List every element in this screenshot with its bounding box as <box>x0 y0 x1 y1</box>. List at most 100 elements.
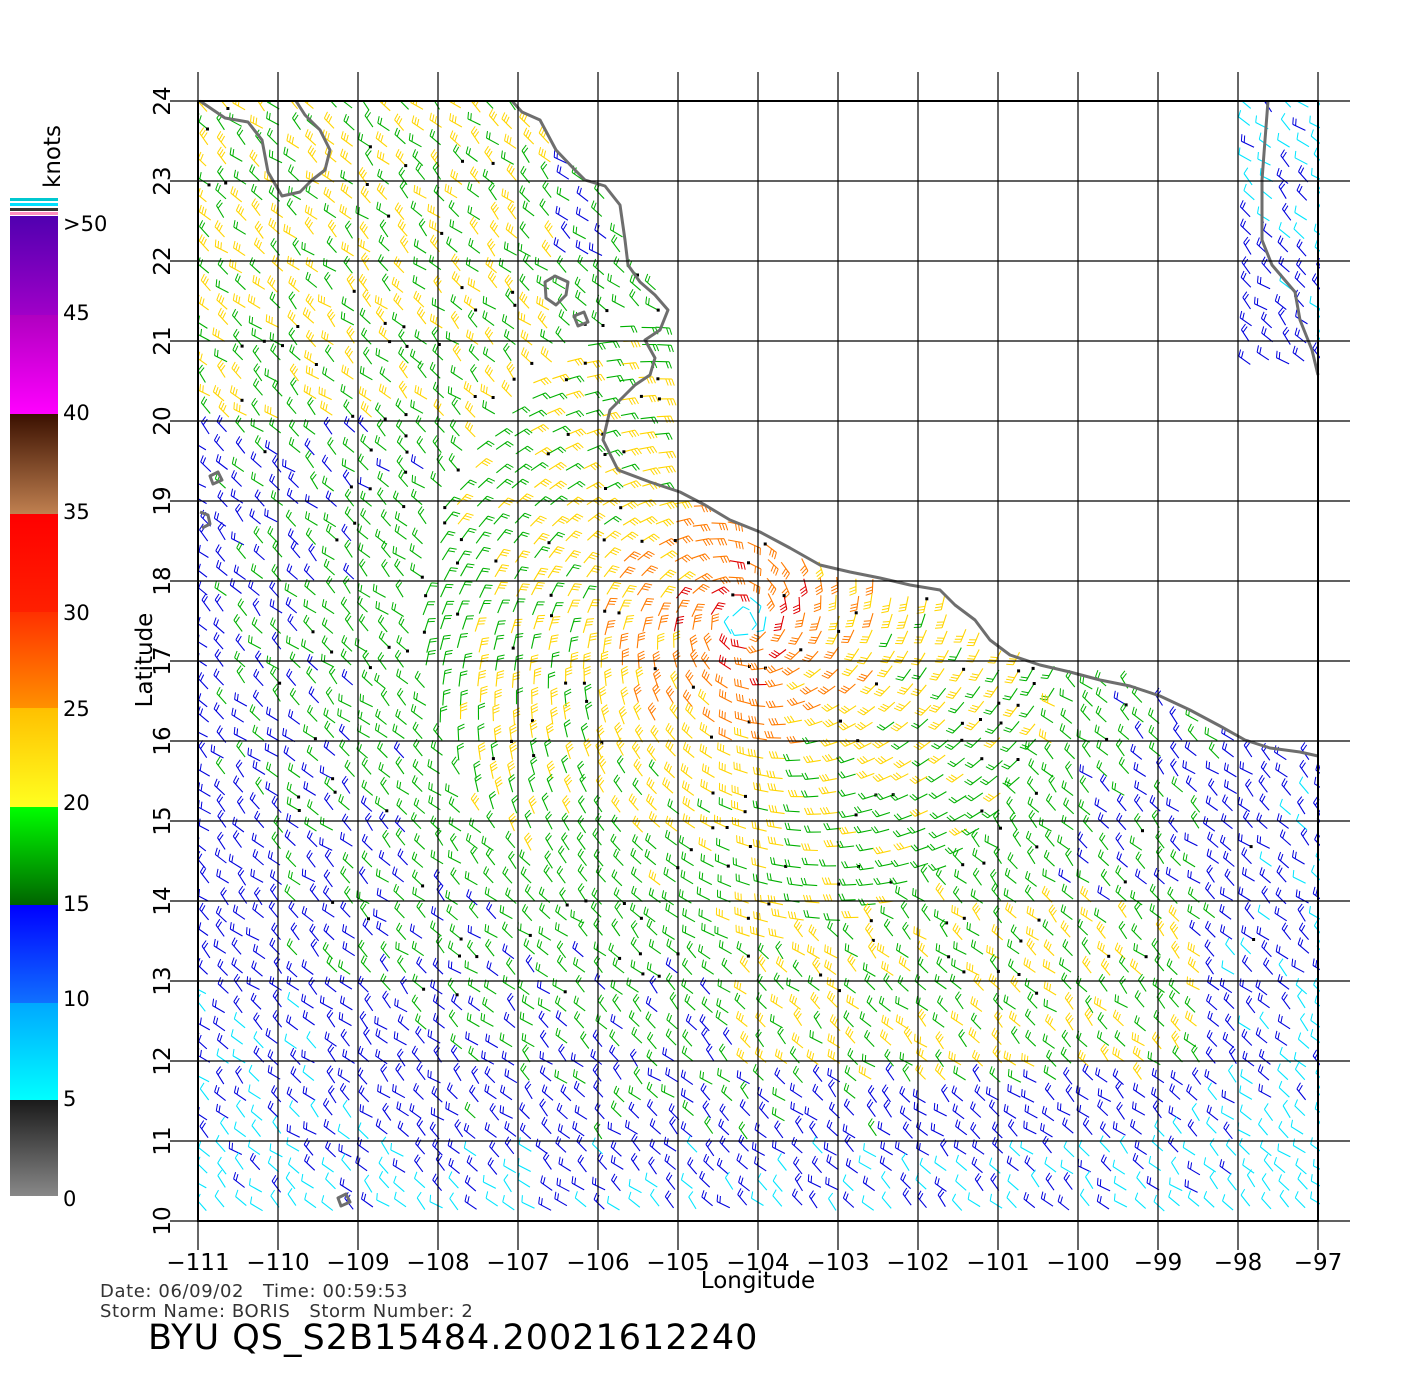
wind-barb-feather <box>579 390 585 397</box>
wind-barb-staff <box>249 170 260 182</box>
rain-flag-marker <box>333 790 337 794</box>
wind-barb-feather <box>520 312 523 320</box>
wind-barb-feather <box>236 171 239 179</box>
wind-barb-staff <box>198 483 207 488</box>
wind-barb-feather <box>700 524 705 532</box>
wind-barb-feather <box>309 546 315 553</box>
wind-barb-feather <box>450 294 454 302</box>
wind-barb-feather <box>341 725 345 733</box>
wind-barb-staff <box>1118 762 1130 774</box>
wind-barb-feather <box>1061 780 1065 788</box>
wind-barb-feather <box>306 386 309 394</box>
wind-barb-staff <box>1311 279 1320 290</box>
wind-barb-feather <box>824 773 830 781</box>
wind-barb-staff <box>478 515 489 528</box>
wind-barb-feather <box>655 344 660 352</box>
wind-barb-feather <box>238 742 243 749</box>
wind-barb-staff <box>326 530 338 541</box>
wind-barb-staff <box>271 637 282 650</box>
wind-barb-feather <box>470 278 473 287</box>
wind-barb-feather <box>735 523 738 531</box>
wind-barb-feather <box>271 293 276 301</box>
wind-barb-feather <box>893 743 900 749</box>
wind-barb-feather <box>748 698 752 706</box>
wind-barb-staff <box>901 668 912 681</box>
wind-barb-staff <box>302 313 315 324</box>
wind-barb-feather <box>685 743 689 751</box>
wind-barb-feather <box>392 723 395 731</box>
wind-barb-feather <box>449 94 450 101</box>
wind-barb-staff <box>410 355 422 365</box>
wind-barb-feather <box>895 723 902 728</box>
wind-barb-feather <box>864 686 872 690</box>
wind-barb-feather <box>657 635 665 640</box>
wind-barb-staff <box>658 450 673 454</box>
wind-barb-feather <box>460 692 468 696</box>
wind-barb-staff <box>250 424 264 432</box>
wind-barb-staff <box>198 101 208 112</box>
wind-barb-feather <box>1261 256 1266 264</box>
wind-barb-feather <box>522 253 527 261</box>
wind-barb-feather <box>825 653 833 657</box>
wind-barb-feather <box>254 347 260 354</box>
rain-flag-marker <box>352 289 356 293</box>
wind-barb-staff <box>479 584 487 598</box>
wind-barb-feather <box>531 693 539 697</box>
rain-flag-marker <box>656 377 660 381</box>
wind-barb-staff <box>364 115 374 128</box>
wind-barb-staff <box>337 714 351 723</box>
wind-barb-feather <box>269 666 275 673</box>
wind-barb-feather <box>377 296 380 304</box>
rain-flag-marker <box>349 485 353 489</box>
wind-barb-staff <box>215 285 229 294</box>
rain-flag-marker <box>640 539 644 543</box>
wind-barb-feather <box>521 144 527 151</box>
wind-barb-feather <box>399 180 405 187</box>
wind-barb-staff <box>755 631 767 643</box>
wind-barb-feather <box>521 586 529 588</box>
wind-barb-staff <box>508 101 516 111</box>
wind-barb-feather <box>616 755 622 762</box>
wind-barb-feather <box>214 239 217 247</box>
wind-barb-feather <box>325 274 331 281</box>
wind-barb-feather <box>198 672 203 679</box>
wind-barb-staff <box>771 723 786 726</box>
wind-barb-feather <box>534 670 542 674</box>
wind-barb-feather <box>432 161 438 168</box>
wind-barb-staff <box>251 623 263 634</box>
wind-barb-feather <box>256 239 260 247</box>
wind-barb-feather <box>558 309 562 317</box>
wind-barb-feather <box>470 126 476 133</box>
wind-barb-feather <box>546 722 553 728</box>
wind-barb-staff <box>341 137 354 147</box>
wind-barb-feather <box>860 656 868 660</box>
wind-barb-feather <box>664 416 668 423</box>
wind-barb-feather <box>233 490 236 498</box>
wind-barb-staff <box>305 190 318 200</box>
wind-barb-feather <box>201 206 205 214</box>
wind-barb-feather <box>547 225 553 232</box>
wind-barb-feather <box>509 204 514 211</box>
wind-barb-feather <box>1185 761 1187 769</box>
wind-barb-feather <box>252 116 255 124</box>
wind-barb-feather <box>381 540 386 548</box>
wind-barb-staff <box>935 668 945 681</box>
wind-barb-feather <box>695 614 703 617</box>
wind-barb-feather <box>326 333 329 341</box>
wind-barb-staff <box>235 421 245 433</box>
wind-barb-feather <box>469 312 475 319</box>
wind-barb-feather <box>213 668 218 676</box>
wind-barb-staff <box>914 776 928 784</box>
wind-barb-feather <box>457 726 465 731</box>
wind-barb-feather <box>398 380 404 387</box>
wind-barb-feather <box>306 452 312 460</box>
wind-barb-feather <box>251 510 255 518</box>
wind-barb-feather <box>721 710 723 718</box>
wind-barb-feather <box>478 742 485 747</box>
wind-barb-feather <box>704 574 711 580</box>
wind-barb-feather <box>466 512 474 516</box>
wind-barb-feather <box>306 351 310 359</box>
wind-barb-staff <box>674 500 689 505</box>
wind-barb-feather <box>433 275 439 282</box>
wind-barb-feather <box>382 561 388 568</box>
